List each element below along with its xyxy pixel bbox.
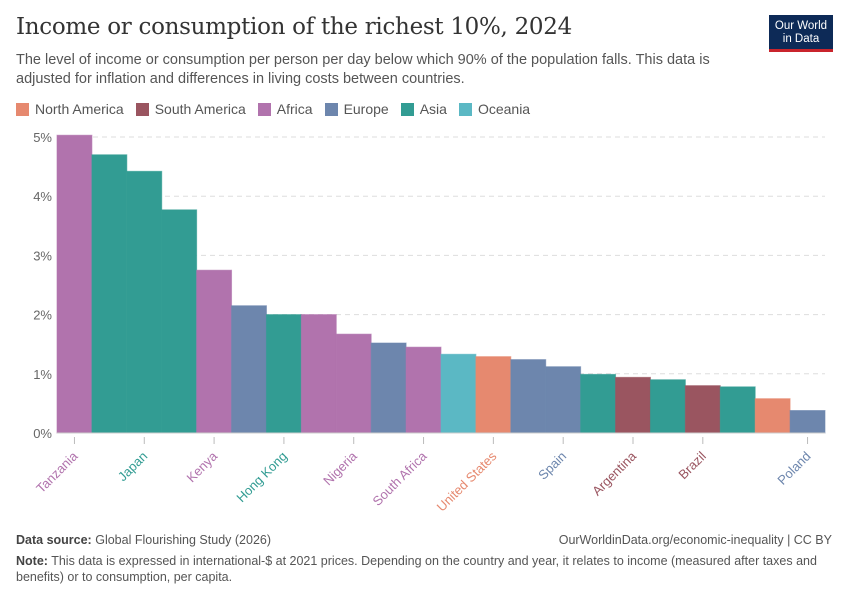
bar [440, 353, 477, 434]
bar [719, 386, 756, 434]
y-tick-label: 4% [33, 189, 52, 204]
legend-swatch [324, 102, 338, 116]
legend-swatch [458, 102, 472, 116]
bar [545, 366, 582, 434]
bar [231, 305, 267, 434]
legend-item[interactable]: North America [16, 101, 124, 117]
x-tick-label: Brazil [675, 448, 709, 482]
y-tick-label: 1% [33, 367, 52, 382]
bar [56, 134, 93, 434]
legend-item[interactable]: Oceania [458, 101, 531, 117]
legend-item[interactable]: South America [135, 101, 246, 117]
legend-label: Asia [419, 101, 447, 117]
bar [580, 373, 617, 434]
x-tick-label: Spain [535, 449, 569, 483]
x-tick-label: South Africa [369, 448, 430, 509]
source-url[interactable]: OurWorldinData.org/economic-inequality |… [558, 533, 832, 547]
legend-swatch [400, 102, 414, 116]
y-tick-label: 0% [33, 426, 52, 441]
bar [649, 379, 686, 434]
legend-label: South America [154, 101, 246, 117]
legend-label: Europe [343, 101, 389, 117]
legend-label: Africa [276, 101, 313, 117]
bar [335, 333, 372, 434]
note: Note: This data is expressed in internat… [16, 553, 831, 585]
bar [615, 376, 651, 434]
bar [475, 356, 512, 434]
bar [126, 170, 163, 434]
bar [789, 410, 826, 434]
bar [300, 314, 337, 434]
bar [405, 346, 442, 434]
legend-swatch [257, 102, 271, 116]
x-tick-label: United States [434, 448, 500, 514]
x-tick-label: Tanzania [33, 448, 81, 496]
bar [510, 359, 547, 434]
x-tick-label: Poland [774, 449, 813, 488]
bar [754, 398, 791, 434]
y-tick-label: 5% [33, 130, 52, 145]
data-source: Data source: Global Flourishing Study (2… [16, 533, 271, 547]
x-tick-label: Argentina [589, 448, 640, 499]
y-tick-label: 3% [33, 248, 52, 263]
owid-logo[interactable]: Our World in Data [769, 15, 833, 52]
legend-label: North America [35, 101, 124, 117]
bar [265, 314, 302, 434]
chart-title: Income or consumption of the richest 10%… [16, 14, 572, 40]
legend-item[interactable]: Africa [257, 101, 313, 117]
note-text: This data is expressed in international-… [16, 554, 817, 584]
source-label: Data source: [16, 533, 92, 547]
legend-swatch [16, 102, 29, 116]
legend: North America South America Africa Europe As… [16, 101, 542, 117]
source-text: Global Flourishing Study (2026) [95, 533, 272, 547]
legend-swatch [135, 102, 149, 116]
x-tick-label: Hong Kong [233, 449, 290, 506]
bar [196, 269, 233, 434]
y-tick-label: 2% [33, 308, 52, 323]
legend-item[interactable]: Europe [324, 101, 389, 117]
x-tick-label: Nigeria [320, 448, 360, 488]
legend-item[interactable]: Asia [400, 101, 447, 117]
bar [91, 154, 128, 434]
chart-subtitle: The level of income or consumption per p… [16, 52, 710, 87]
x-tick-label: Kenya [184, 448, 221, 485]
bar [370, 342, 407, 434]
legend-label: Oceania [477, 101, 531, 117]
bar [684, 385, 721, 434]
x-tick-label: Japan [115, 449, 151, 485]
bar [161, 209, 198, 434]
note-label: Note: [16, 554, 48, 568]
